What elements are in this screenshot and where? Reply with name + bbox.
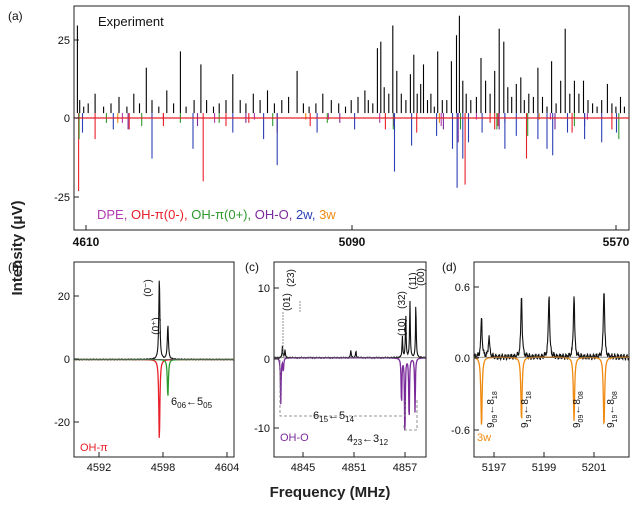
- panel-b-x-ticks: 4592 4598 4604: [87, 452, 239, 474]
- panel-a-ytick-label: -25: [54, 192, 70, 204]
- panel-b-corner-label: OH-π: [80, 442, 108, 454]
- panel-c-peak-label: (32): [397, 291, 408, 309]
- panel-b-transition-label: 606←505: [171, 396, 213, 410]
- panel-c-guide-615: [279, 360, 406, 417]
- panel-b-xtick-label: 4598: [151, 462, 175, 474]
- panel-d-x-ticks: 5197 5199 5201: [482, 452, 606, 474]
- panel-c-corner-label: OH-O: [280, 432, 309, 444]
- panel-c-xtick-label: 4845: [291, 462, 315, 474]
- panel-c-peak-label: (11): [408, 272, 419, 289]
- panel-a-y-ticks: 25 0 -25: [54, 35, 79, 204]
- panel-b-xtick-label: 4592: [87, 462, 111, 474]
- panel-d-y-ticks: 0.6 0.0 -0.6: [451, 282, 479, 437]
- panel-c-ytick-label: 0: [264, 354, 270, 366]
- simulated-trace-OHpi0m: [74, 358, 234, 438]
- panel-c-transition-615: 615←514: [313, 410, 355, 424]
- panel-d-xtick-label: 5201: [582, 462, 606, 474]
- panel-a-xtick-label: 4610: [73, 235, 100, 249]
- panel-c-xtick-label: 4851: [342, 462, 366, 474]
- panel-c: (c) 10 0 -10 4845 4851 4857 (01) (23) (1…: [245, 260, 427, 474]
- panel-d-transition-label: 919←808: [606, 391, 619, 428]
- panel-d-label: (d): [442, 260, 457, 274]
- panel-d-corner-label: 3w: [477, 432, 491, 444]
- panel-a-ytick-label: 0: [64, 113, 70, 125]
- legend-entry-2w: 2w,: [296, 207, 316, 222]
- panel-b-ytick-label: 0: [64, 354, 70, 366]
- legend-entry-ohpi-0plus: OH-π(0+),: [191, 207, 251, 222]
- panel-c-series: [273, 300, 427, 431]
- panel-c-ytick-label: -10: [254, 423, 270, 435]
- panel-b-series: [73, 280, 234, 438]
- panel-a: (a) Experiment 25 0 -25 4610 5090 5570 D…: [8, 5, 630, 249]
- panel-c-peak-label: (00): [416, 268, 427, 286]
- panel-a-xtick-label: 5090: [339, 235, 366, 249]
- panel-a-x-ticks: 4610 5090 5570: [73, 225, 630, 249]
- panel-c-xtick-label: 4857: [393, 462, 417, 474]
- legend-entry-dpe: DPE,: [97, 207, 127, 222]
- panel-d: (d) 0.6 0.0 -0.6 5197 5199 5201 909←818 …: [442, 260, 630, 474]
- panel-d-transition-label: 909←818: [486, 391, 499, 428]
- panel-d-frame: [473, 261, 630, 458]
- panel-a-label: (a): [8, 9, 23, 23]
- panel-c-peak-label: (10): [397, 318, 408, 336]
- panel-a-series: [76, 15, 625, 191]
- legend-entry-ohpi-0minus: OH-π(0-),: [131, 207, 188, 222]
- panel-d-transition-label: 919←818: [520, 391, 533, 428]
- panel-c-x-ticks: 4845 4851 4857: [291, 452, 417, 474]
- panel-b: (b) 20 0 -20 4592 4598 4604 (0⁻) (0⁺) 60…: [8, 260, 239, 474]
- simulated-trace-OHpi0p: [74, 358, 234, 396]
- legend-entry-3w: 3w: [319, 207, 336, 222]
- panel-b-ytick-label: -20: [54, 417, 70, 429]
- panel-a-ytick-label: 25: [58, 35, 70, 47]
- panel-c-peak-label: (23): [286, 269, 297, 287]
- panel-c-y-ticks: 10 0 -10: [254, 283, 279, 435]
- y-axis-label: Intensity (μV): [9, 200, 26, 295]
- panel-b-y-ticks: 20 0 -20: [54, 291, 79, 429]
- panel-a-title: Experiment: [98, 14, 164, 29]
- panel-d-series: [473, 293, 630, 425]
- legend-entry-oho: OH-O,: [255, 207, 293, 222]
- experimental-trace: [473, 293, 630, 362]
- panel-c-label: (c): [245, 260, 259, 274]
- panel-c-bracket: [282, 299, 301, 358]
- panel-d-xtick-label: 5197: [482, 462, 506, 474]
- panel-c-transition-423: 423←312: [347, 433, 389, 447]
- panel-b-peak-label: (0⁺): [151, 317, 162, 335]
- panel-c-ytick-label: 10: [258, 283, 270, 295]
- panel-b-label: (b): [8, 260, 23, 274]
- panel-d-ytick-label: -0.6: [451, 425, 470, 437]
- panel-c-guide-423: [403, 398, 418, 431]
- panel-d-xtick-label: 5199: [532, 462, 556, 474]
- panel-d-ytick-label: 0.6: [455, 282, 470, 294]
- panel-a-xtick-label: 5570: [603, 235, 630, 249]
- panel-b-ytick-label: 20: [58, 291, 70, 303]
- panel-b-xtick-label: 4604: [215, 462, 239, 474]
- x-axis-label: Frequency (MHz): [270, 484, 391, 501]
- panel-d-transition-label: 909←808: [572, 391, 585, 428]
- panel-a-legend: DPE, OH-π(0-), OH-π(0+), OH-O, 2w, 3w: [97, 207, 336, 222]
- panel-d-ytick-label: 0.0: [455, 353, 470, 365]
- panel-b-peak-label: (0⁻): [143, 279, 154, 297]
- panel-c-peak-label: (01): [282, 293, 293, 311]
